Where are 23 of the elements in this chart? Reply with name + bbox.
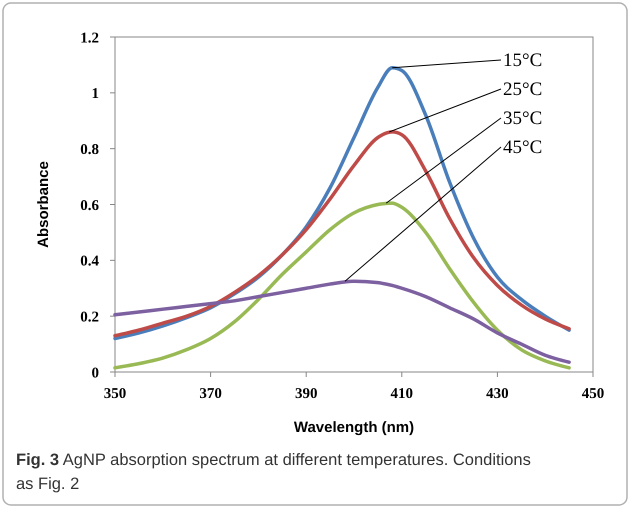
text: 25°C <box>503 79 542 100</box>
x-tick-label: 450 <box>582 386 604 402</box>
line-series <box>113 280 571 364</box>
x-tick-label: 350 <box>104 386 126 402</box>
x-tick-label: 410 <box>390 386 414 402</box>
y-tick-label: 0 <box>92 365 99 382</box>
line-series <box>113 130 571 338</box>
caption: Fig. 3 AgNP absorption spectrum at different temperatures. Conditions as Fig. 2 <box>16 450 532 495</box>
x-tick-label: 370 <box>199 386 222 402</box>
y-tick-label: 1.2 <box>80 30 99 46</box>
y-tick-label: 0.8 <box>80 142 99 158</box>
text: 35°C <box>503 108 542 129</box>
y-tick-label: 1 <box>92 86 99 102</box>
y-tick-label: 0.6 <box>80 198 100 214</box>
y-tick-label: 0.4 <box>80 254 100 270</box>
y-tick-label: 0.2 <box>80 309 99 326</box>
y-axis-title: Absorbance <box>35 161 52 248</box>
line-series <box>113 201 571 370</box>
x-axis-title: Wavelength (nm) <box>294 419 414 436</box>
x-tick-label: 430 <box>486 386 509 402</box>
text: 45°C <box>503 137 542 158</box>
text: 15°C <box>503 50 542 71</box>
x-tick-label: 390 <box>294 386 318 402</box>
